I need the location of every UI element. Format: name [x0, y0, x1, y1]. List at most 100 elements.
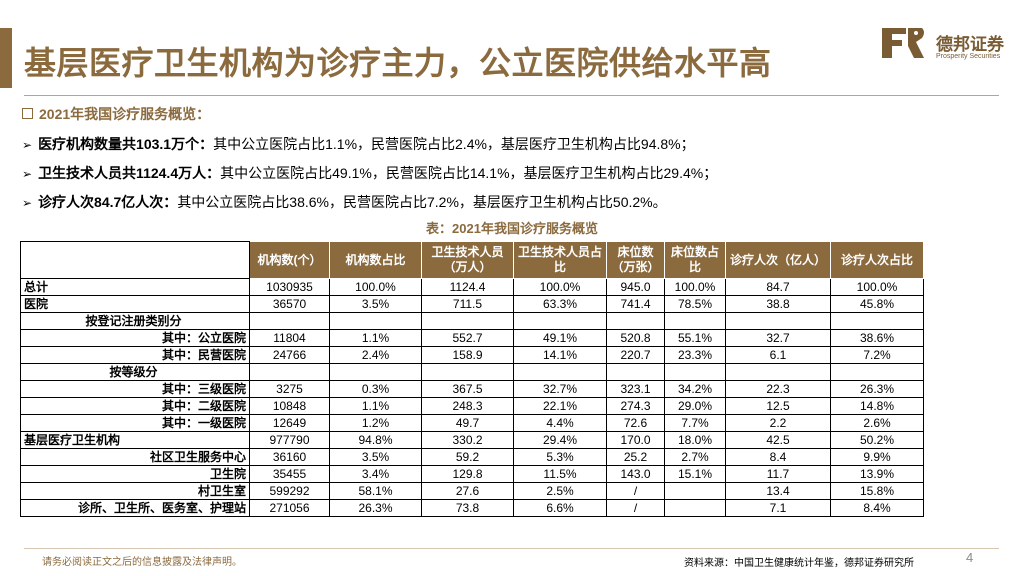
column-header: 床位数占比	[664, 241, 726, 279]
table-row: 总计 1030935 100.0% 1124.4 100.0% 945.0 100.0% 84…	[20, 278, 924, 296]
table-cell: 0.3%	[329, 380, 422, 398]
table-cell: 26.3%	[830, 380, 924, 398]
row-label: 诊所、卫生所、医务室、护理站	[20, 499, 250, 517]
table-cell: 32.7%	[513, 380, 607, 398]
table-cell: 13.4	[725, 482, 831, 500]
table-cell: 94.8%	[329, 431, 422, 449]
table-cell: 7.2%	[830, 346, 924, 364]
table-cell: 27.6	[421, 482, 514, 500]
table-cell: 24766	[249, 346, 330, 364]
table-cell: 3.5%	[329, 295, 422, 313]
table-row: 其中：三级医院 3275 0.3% 367.5 32.7% 323.1 34.2% 22.3 2…	[20, 380, 924, 398]
table-cell	[421, 363, 514, 381]
table-cell: 1.1%	[329, 329, 422, 347]
column-header: 机构数(个）	[249, 241, 330, 279]
table-cell: 248.3	[421, 397, 514, 415]
table-cell: 977790	[249, 431, 330, 449]
table-cell: 11.5%	[513, 465, 607, 483]
table-cell: 6.6%	[513, 499, 607, 517]
row-label: 按登记注册类别分	[20, 312, 250, 330]
table-cell: 711.5	[421, 295, 514, 313]
table-cell	[664, 363, 726, 381]
table-cell: 11804	[249, 329, 330, 347]
table-cell: 520.8	[606, 329, 665, 347]
table-cell: 29.4%	[513, 431, 607, 449]
logo-mark-icon	[878, 20, 928, 64]
table-cell: 18.0%	[664, 431, 726, 449]
table-cell: 29.0%	[664, 397, 726, 415]
table-cell	[830, 363, 924, 381]
row-label: 卫生院	[20, 465, 250, 483]
table-row: 基层医疗卫生机构 977790 94.8% 330.2 29.4% 170.0 18.0% 4…	[20, 431, 924, 449]
table-cell: 49.7	[421, 414, 514, 432]
table-row: 诊所、卫生所、医务室、护理站 271056 26.3% 73.8 6.6%/ 7.1 8.4…	[20, 499, 924, 517]
table-cell	[513, 363, 607, 381]
table-cell: 14.1%	[513, 346, 607, 364]
checkbox-square-icon	[22, 108, 33, 119]
table-row: 其中：二级医院 10848 1.1% 248.3 22.1% 274.3 29.0% 12.5…	[20, 397, 924, 415]
table-cell: 1030935	[249, 278, 330, 296]
column-header: 诊疗人次（亿人）	[725, 241, 831, 279]
table-cell: 220.7	[606, 346, 665, 364]
row-label: 其中：二级医院	[20, 397, 250, 415]
table-row: 其中：一级医院 12649 1.2% 49.7 4.4% 72.6 7.7% 2.2 2.6%	[20, 414, 924, 432]
page-number: 4	[966, 550, 974, 565]
table-cell: 78.5%	[664, 295, 726, 313]
table-cell: 945.0	[606, 278, 665, 296]
table-cell	[249, 363, 330, 381]
table-cell: 32.7	[725, 329, 831, 347]
table-cell: 100.0%	[513, 278, 607, 296]
table-row: 按登记注册类别分	[20, 312, 924, 330]
table-cell: 367.5	[421, 380, 514, 398]
table-cell: 330.2	[421, 431, 514, 449]
service-overview-table: 机构数(个） 机构数占比 卫生技术人员（万人） 卫生技术人员占比 床位数（万张） 床位数占…	[20, 241, 924, 517]
table-cell: 13.9%	[830, 465, 924, 483]
table-cell: 22.3	[725, 380, 831, 398]
bullet-bold: 医疗机构数量共103.1万个：	[38, 136, 214, 152]
table-row: 其中：公立医院 11804 1.1% 552.7 49.1% 520.8 55.1% 32.7…	[20, 329, 924, 347]
table-cell: 1.1%	[329, 397, 422, 415]
table-row: 按等级分	[20, 363, 924, 381]
table-cell: 100.0%	[664, 278, 726, 296]
table-cell: 170.0	[606, 431, 665, 449]
table-cell: 59.2	[421, 448, 514, 466]
table-cell: 6.1	[725, 346, 831, 364]
row-label: 村卫生室	[20, 482, 250, 500]
table-cell: /	[606, 499, 665, 517]
logo-chinese-name: 德邦证券	[936, 35, 1004, 54]
table-cell: 8.4%	[830, 499, 924, 517]
table-cell: 3.4%	[329, 465, 422, 483]
table-cell	[664, 482, 726, 500]
row-label: 社区卫生服务中心	[20, 448, 250, 466]
table-cell: 7.1	[725, 499, 831, 517]
table-cell: 84.7	[725, 278, 831, 296]
table-cell: 63.3%	[513, 295, 607, 313]
footer-disclaimer: 请务必阅读正文之后的信息披露及法律声明。	[42, 557, 242, 568]
table-cell	[830, 312, 924, 330]
page-title: 基层医疗卫生机构为诊疗主力，公立医院供给水平高	[24, 45, 772, 81]
row-label: 按等级分	[20, 363, 250, 381]
bullet-item: ➢ 医疗机构数量共103.1万个：其中公立医院占比1.1%，民营医院占比2.4%，…	[22, 134, 695, 154]
section-heading-text: 2021年我国诊疗服务概览：	[39, 106, 211, 122]
table-cell	[329, 363, 422, 381]
table-cell: 323.1	[606, 380, 665, 398]
table-cell	[725, 312, 831, 330]
table-cell: 25.2	[606, 448, 665, 466]
table-cell: 36570	[249, 295, 330, 313]
table-cell: 271056	[249, 499, 330, 517]
table-cell: 72.6	[606, 414, 665, 432]
table-cell: 36160	[249, 448, 330, 466]
table-cell: 129.8	[421, 465, 514, 483]
table-row: 社区卫生服务中心 36160 3.5% 59.2 5.3% 25.2 2.7% 8.4 9.9%	[20, 448, 924, 466]
arrow-bullet-icon: ➢	[22, 167, 33, 181]
row-label: 基层医疗卫生机构	[20, 431, 250, 449]
table-cell: 35455	[249, 465, 330, 483]
footer-divider	[24, 548, 999, 549]
logo-english-name: Prosperity Securities	[936, 53, 1001, 60]
table-cell: 100.0%	[329, 278, 422, 296]
table-cell	[606, 363, 665, 381]
arrow-bullet-icon: ➢	[22, 138, 33, 152]
bullet-text: 其中公立医院占比38.6%，民营医院占比7.2%，基层医疗卫生机构占比50.2%…	[177, 194, 667, 210]
table-cell: 2.4%	[329, 346, 422, 364]
bullet-text: 其中公立医院占比1.1%，民营医院占比2.4%，基层医疗卫生机构占比94.8%；	[213, 136, 695, 152]
